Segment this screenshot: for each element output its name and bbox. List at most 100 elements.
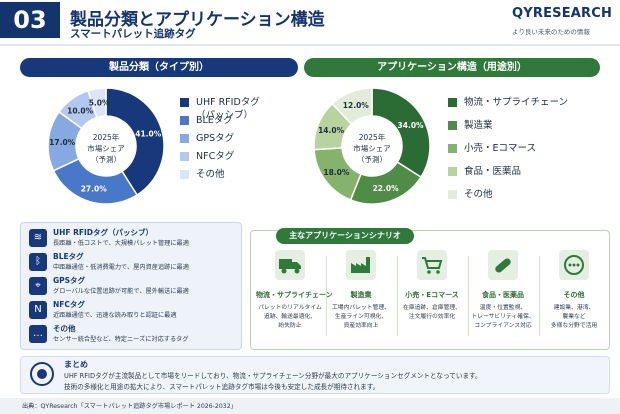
left-center-label: 市場シェア (87, 144, 125, 153)
feature-title: その他 (53, 324, 76, 333)
brand-logo: QYRESEARCH より良い未来のための情報 (512, 6, 614, 40)
scenario-divider (468, 256, 469, 336)
application-legend-item: 食品・医薬品 (448, 165, 521, 178)
feature-title: UHF RFIDタグ（パッシブ） (53, 228, 154, 237)
type-legend-item: NFCタグ (180, 150, 234, 163)
brand-tagline: より良い未来のための情報 (512, 28, 590, 36)
type-legend-swatch (180, 116, 189, 125)
scenario-desc-line: 工場内パレット管理、 (332, 305, 390, 311)
application-slice-label-3: 14.0% (318, 126, 345, 135)
type-slice-label-4: 5.0% (89, 99, 110, 108)
truck-icon (275, 250, 305, 280)
application-legend-swatch (448, 144, 457, 153)
location-pin-icon: ⌖ (29, 277, 47, 295)
application-legend-item: 製造業 (448, 119, 493, 132)
type-legend-label: その他 (196, 169, 225, 180)
type-slice-label-2: 17.0% (49, 138, 76, 147)
scenario-desc-line: 多様な分野で活用 (550, 323, 598, 329)
more-circle-icon (559, 250, 589, 280)
scenario-title: 食品・医薬品 (482, 291, 524, 299)
application-legend-swatch (448, 98, 457, 107)
application-legend-label: 食品・医薬品 (464, 166, 522, 177)
scenario-desc-line: 生産ライン可視化、 (334, 314, 388, 320)
scenario-other: その他 建設業、港湾、 農業など 多様な分野で活用 (540, 250, 608, 346)
application-legend-label: 製造業 (464, 120, 493, 131)
scenario-manufacturing: 製造業 工場内パレット管理、 生産ライン可視化、 資産効率向上 (327, 250, 395, 346)
type-slice-label-1: 27.0% (81, 184, 108, 193)
section-number: 03 (0, 2, 60, 38)
scenario-desc: 温度・位置監視、 トレーサビリティ確保、 コンプライアンス対応 (469, 304, 537, 331)
application-legend-swatch (448, 167, 457, 176)
scenario-title: 小売・Eコマース (405, 291, 459, 299)
scenario-divider (326, 256, 327, 336)
scenario-logistics: 物流・サプライチェーン パレットのリアルタイム 追跡、輸送最適化、 紛失防止 (256, 250, 333, 346)
type-legend-label: GPSタグ (196, 133, 235, 144)
left-chart-heading: 製品分類（タイプ別） (20, 58, 298, 77)
scenario-heading: 主なアプリケーションシナリオ (276, 228, 414, 244)
feature-desc: 中距離通信・低消費電力で、屋内資産追跡に最適 (53, 264, 189, 271)
summary-heading: まとめ (64, 360, 88, 369)
application-legend-label: 物流・サプライチェーン (464, 97, 569, 108)
feature-title: GPSタグ (53, 276, 86, 285)
application-slice-4 (331, 87, 373, 126)
scenario-desc-line: コンプライアンス対応 (474, 323, 532, 329)
scenario-divider (397, 256, 398, 336)
target-icon (30, 362, 54, 386)
feature-uhf-rfid: ≋ UHF RFIDタグ（パッシブ） 長距離・低コストで、大規模パレット管理に最… (29, 227, 241, 251)
scenario-desc-line: 追跡、輸送最適化、 (263, 314, 317, 320)
application-slice-label-2: 18.0% (323, 168, 350, 177)
scenario-desc: 在庫追跡、倉庫管理、 注文履行の効率化 (398, 304, 466, 322)
scenario-food-pharma: 食品・医薬品 温度・位置監視、 トレーサビリティ確保、 コンプライアンス対応 (469, 250, 537, 346)
scenario-desc: 工場内パレット管理、 生産ライン可視化、 資産効率向上 (327, 304, 395, 331)
type-slice-0 (105, 87, 165, 197)
source-note: 出典：QYResearch「スマートパレット追跡タグ市場レポート 2026-20… (22, 403, 237, 410)
right-center-year: 2025年 (358, 133, 386, 142)
brand-name: QYRESEARCH (512, 6, 613, 21)
nfc-icon: N (29, 301, 47, 319)
right-center-note: （予測） (357, 155, 387, 164)
summary-line-2: 技術の多様化と用途の拡大により、スマートパレット追跡タグ市場は今後も安定した成長… (64, 383, 380, 391)
feature-other: … その他 センサー統合型など、特定ニーズに対応するタグ (29, 323, 241, 347)
application-legend-item: 小売・Eコマース (448, 142, 536, 155)
left-center-year: 2025年 (92, 133, 120, 142)
type-legend-label: NFCタグ (196, 151, 235, 162)
type-legend-item: GPSタグ (180, 132, 234, 145)
right-chart-heading: アプリケーション構造（用途別） (304, 58, 600, 77)
scenario-desc-line: 注文履行の効率化 (408, 314, 456, 320)
feature-ble: ᛒ BLEタグ 中距離通信・低消費電力で、屋内資産追跡に最適 (29, 251, 241, 275)
feature-gps: ⌖ GPSタグ グローバルな位置追跡が可能で、屋外輸送に最適 (29, 275, 241, 299)
footer-bar (0, 398, 620, 414)
type-legend-item: BLEタグ (180, 114, 233, 127)
type-legend-item: UHF RFIDタグ（パッシブ） (180, 96, 276, 122)
bluetooth-icon: ᛒ (29, 253, 47, 271)
application-slice-label-4: 12.0% (343, 101, 370, 110)
application-legend-swatch (448, 121, 457, 130)
application-slice-label-1: 22.0% (373, 184, 400, 193)
type-legend-label: UHF RFIDタグ（パッシブ） (196, 97, 260, 121)
scenario-desc-line: 建設業、港湾、 (553, 305, 595, 311)
more-icon: … (29, 325, 47, 343)
application-legend-swatch (448, 190, 457, 199)
application-legend-label: その他 (464, 189, 493, 200)
type-legend-item: その他 (180, 168, 225, 181)
page-title: 製品分類とアプリケーション構造 (70, 10, 325, 30)
feature-nfc: N NFCタグ 近距離通信で、迅速な読み取りと認証に最適 (29, 299, 241, 323)
left-center-note: （予測） (91, 155, 121, 164)
summary-box (20, 356, 610, 394)
right-center-label: 市場シェア (353, 144, 391, 153)
scenario-desc-line: 温度・位置監視、 (479, 305, 527, 311)
feature-desc: 長距離・低コストで、大規模パレット管理に最適 (53, 240, 189, 247)
application-legend-item: 物流・サプライチェーン (448, 96, 568, 109)
right-donut-center: 2025年 市場シェア （予測） (332, 132, 412, 165)
left-donut-center: 2025年 市場シェア （予測） (66, 132, 146, 165)
header-divider (0, 44, 620, 46)
type-slice-4 (87, 87, 107, 119)
feature-title: BLEタグ (53, 252, 84, 261)
application-legend-item: その他 (448, 188, 493, 201)
type-legend-swatch (180, 152, 189, 161)
type-features-box: ≋ UHF RFIDタグ（パッシブ） 長距離・低コストで、大規模パレット管理に最… (20, 222, 242, 350)
type-legend-swatch (180, 134, 189, 143)
scenario-retail: 小売・Eコマース 在庫追跡、倉庫管理、 注文履行の効率化 (398, 250, 466, 346)
scenario-desc-line: 紛失防止 (278, 323, 302, 329)
